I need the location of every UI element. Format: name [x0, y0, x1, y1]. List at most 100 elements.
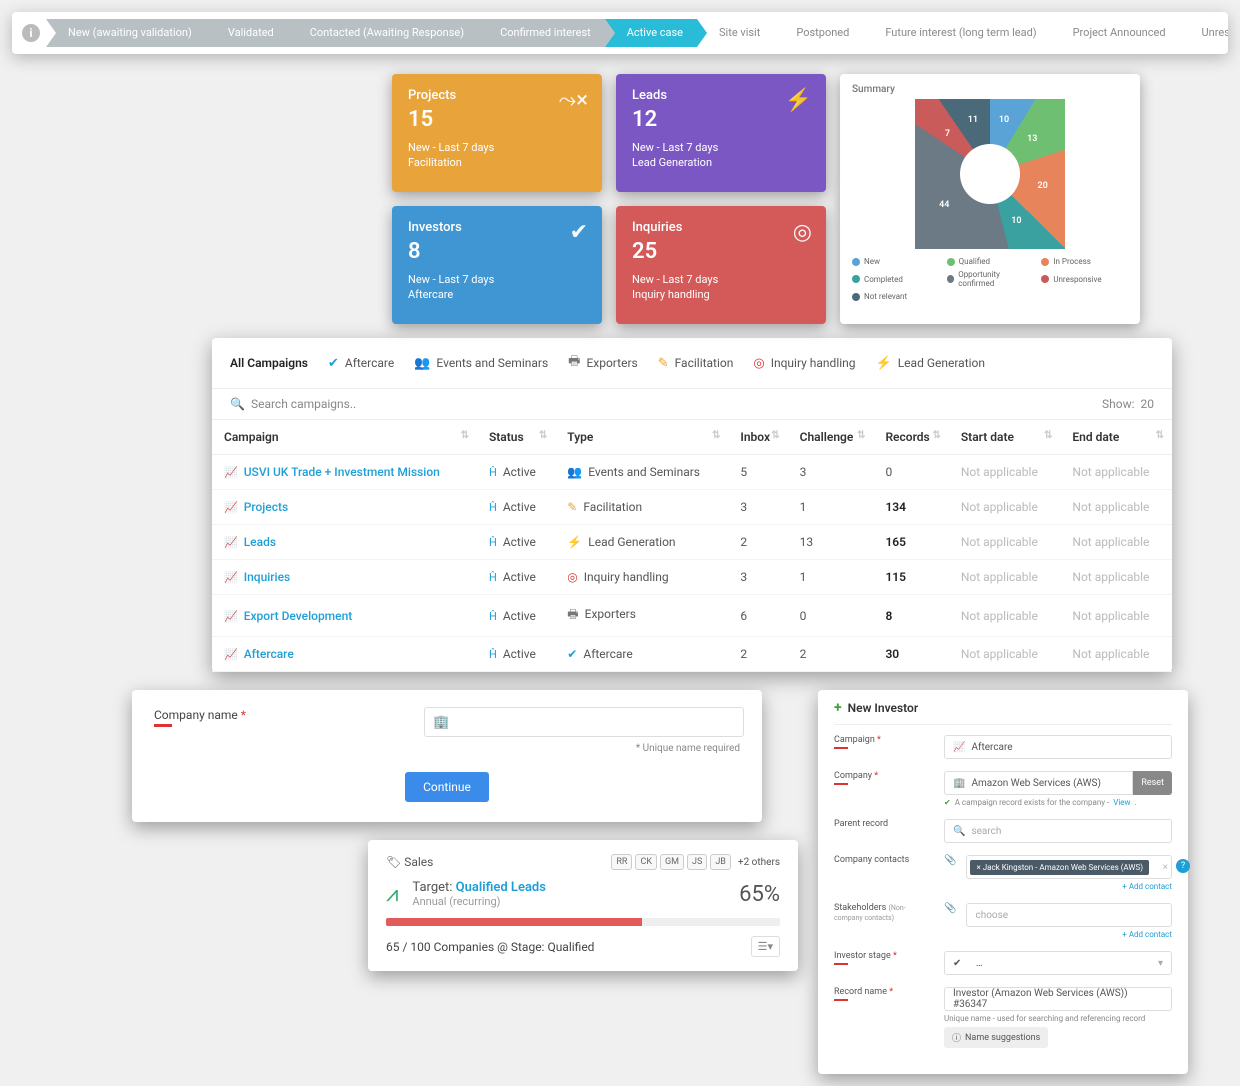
- pipeline-stage[interactable]: Site visit: [697, 19, 774, 47]
- table-row[interactable]: 📈Export Development ĤActive 🖶Exporters 6…: [212, 595, 1172, 637]
- tab-icon: ✔: [328, 356, 339, 371]
- campaigns-table: Campaign⇅Status⇅Type⇅Inbox⇅Challenge⇅Rec…: [212, 420, 1172, 672]
- campaigns-panel: All Campaigns ✔Aftercare 👥Events and Semin…: [212, 338, 1172, 672]
- summary-title: Summary: [852, 84, 1128, 95]
- trend-icon: 📈: [224, 610, 238, 623]
- column-header[interactable]: Start date⇅: [949, 420, 1061, 455]
- tab-icon: ✎: [658, 356, 669, 371]
- type-icon: 👥: [567, 465, 582, 479]
- sort-icon: ⇅: [1156, 430, 1164, 441]
- investor-form-title: +New Investor: [834, 700, 1172, 725]
- pipeline-stage[interactable]: Project Announced: [1051, 19, 1180, 47]
- campaign-select[interactable]: 📈Aftercare: [944, 735, 1172, 759]
- campaign-tab[interactable]: ✔Aftercare: [328, 352, 394, 375]
- info-icon[interactable]: i: [22, 24, 40, 42]
- type-icon: ⚡: [567, 535, 582, 549]
- reset-button[interactable]: Reset: [1133, 771, 1172, 795]
- sort-icon: ⇅: [461, 430, 469, 441]
- table-row[interactable]: 📈Aftercare ĤActive ✔Aftercare 22 30 Not …: [212, 637, 1172, 672]
- trend-icon: 📈: [224, 648, 238, 661]
- investor-stage-select[interactable]: ✔ …▾: [944, 951, 1172, 975]
- type-icon: ✎: [567, 500, 577, 514]
- search-campaigns[interactable]: 🔍Search campaigns..: [230, 397, 356, 411]
- campaign-tab[interactable]: All Campaigns: [230, 352, 308, 374]
- stat-card[interactable]: ✔ Investors 8 New - Last 7 daysAftercare: [392, 206, 602, 324]
- tab-icon: 🖶: [568, 352, 580, 374]
- sales-target-panel: 🏷 Sales RRCKGMJSJB+2 others ⩘ Target: Qu…: [368, 840, 798, 971]
- legend-item: Unresponsive: [1041, 270, 1128, 288]
- campaign-tab[interactable]: 🖶Exporters: [568, 348, 638, 378]
- status-icon: Ĥ: [489, 610, 497, 623]
- member-chip[interactable]: RR: [611, 854, 632, 870]
- tab-icon: ⚡: [876, 356, 892, 371]
- card-icon: ⚡: [785, 88, 812, 113]
- pipeline-stage[interactable]: Confirmed interest: [478, 19, 605, 47]
- search-icon: 🔍: [230, 397, 245, 411]
- pipeline-stage[interactable]: Active case: [605, 19, 697, 47]
- company-select[interactable]: 🏢Amazon Web Services (AWS): [944, 771, 1133, 795]
- type-icon: 🖶: [567, 607, 578, 621]
- legend-item: Qualified: [947, 257, 1034, 266]
- member-chip[interactable]: JB: [710, 854, 731, 870]
- sort-icon: ⇅: [932, 430, 940, 441]
- company-contacts[interactable]: × Jack Kingston - Amazon Web Services (A…: [966, 855, 1172, 879]
- card-icon: ✔: [570, 220, 588, 245]
- trend-icon: 📈: [224, 501, 238, 514]
- pipeline-stage[interactable]: Future interest (long term lead): [863, 19, 1050, 47]
- table-row[interactable]: 📈Projects ĤActive ✎Facilitation 31 134 N…: [212, 490, 1172, 525]
- campaign-tab[interactable]: ✎Facilitation: [658, 352, 734, 375]
- campaign-tab[interactable]: 👥Events and Seminars: [414, 352, 548, 375]
- contact-tag[interactable]: × Jack Kingston - Amazon Web Services (A…: [970, 860, 1149, 875]
- status-icon: Ĥ: [489, 571, 497, 584]
- member-chip[interactable]: CK: [635, 854, 657, 870]
- continue-button[interactable]: Continue: [405, 772, 489, 802]
- summary-donut: 1013201044711: [915, 99, 1065, 249]
- company-hint: ✔A campaign record exists for the compan…: [944, 798, 1172, 807]
- column-header[interactable]: Records⇅: [873, 420, 948, 455]
- pipeline-stage[interactable]: Postponed: [774, 19, 863, 47]
- status-icon: Ĥ: [489, 536, 497, 549]
- show-count[interactable]: Show: 20: [1102, 397, 1154, 411]
- trend-icon: 📈: [224, 536, 238, 549]
- status-icon: Ĥ: [489, 466, 497, 479]
- target-label: Target: Qualified Leads: [412, 880, 546, 895]
- pipeline-stages: i New (awaiting validation)ValidatedCont…: [12, 12, 1228, 54]
- column-header[interactable]: End date⇅: [1060, 420, 1172, 455]
- stat-card[interactable]: ⚡ Leads 12 New - Last 7 daysLead Generat…: [616, 74, 826, 192]
- stat-card[interactable]: ◎ Inquiries 25 New - Last 7 daysInquiry …: [616, 206, 826, 324]
- record-name-input[interactable]: Investor (Amazon Web Services (AWS)) #36…: [944, 987, 1172, 1011]
- sales-members: RRCKGMJSJB+2 others: [611, 854, 780, 870]
- column-header[interactable]: Inbox⇅: [728, 420, 787, 455]
- pipeline-stage[interactable]: New (awaiting validation): [46, 19, 206, 47]
- column-header[interactable]: Type⇅: [555, 420, 728, 455]
- info-bubble-icon[interactable]: ?: [1176, 859, 1190, 873]
- parent-record-search[interactable]: 🔍search: [944, 819, 1172, 843]
- name-suggestions-button[interactable]: ⓘName suggestions: [944, 1027, 1048, 1048]
- legend-item: New: [852, 257, 939, 266]
- table-row[interactable]: 📈USVI UK Trade + Investment Mission ĤAct…: [212, 455, 1172, 490]
- table-row[interactable]: 📈Leads ĤActive ⚡Lead Generation 213 165 …: [212, 525, 1172, 560]
- add-stakeholder-link[interactable]: + Add contact: [966, 930, 1172, 939]
- stat-card[interactable]: ⤳× Projects 15 New - Last 7 daysFacilita…: [392, 74, 602, 192]
- campaign-tab[interactable]: ⚡Lead Generation: [876, 352, 986, 375]
- stakeholders-select[interactable]: choose: [966, 903, 1172, 927]
- card-icon: ◎: [793, 220, 812, 245]
- annual-label: Annual (recurring): [412, 895, 546, 908]
- progress-bar: [386, 918, 780, 926]
- table-row[interactable]: 📈Inquiries ĤActive ◎Inquiry handling 31 …: [212, 560, 1172, 595]
- unique-name-note: * Unique name required: [154, 743, 740, 754]
- member-chip[interactable]: GM: [660, 854, 684, 870]
- column-header[interactable]: Status⇅: [477, 420, 555, 455]
- trend-icon: 📈: [224, 466, 238, 479]
- column-header[interactable]: Campaign⇅: [212, 420, 477, 455]
- member-chip[interactable]: JS: [687, 854, 707, 870]
- status-icon: Ĥ: [489, 501, 497, 514]
- menu-icon[interactable]: ☰▾: [751, 936, 780, 957]
- campaign-tab[interactable]: ◎Inquiry handling: [753, 352, 855, 375]
- tab-icon: 👥: [414, 356, 430, 371]
- add-contact-link[interactable]: + Add contact: [966, 882, 1172, 891]
- company-name-input[interactable]: 🏢: [424, 707, 744, 737]
- column-header[interactable]: Challenge⇅: [788, 420, 874, 455]
- pipeline-stage[interactable]: Validated: [206, 19, 288, 47]
- pipeline-stage[interactable]: Contacted (Awaiting Response): [288, 19, 478, 47]
